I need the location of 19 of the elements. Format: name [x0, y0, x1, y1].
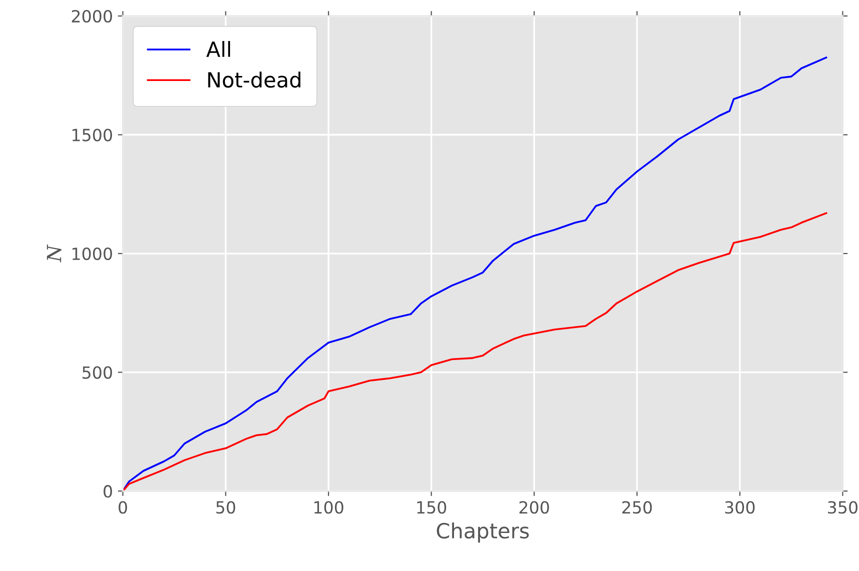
- legend-label: All: [206, 40, 230, 57]
- line-series: [122, 56, 828, 492]
- y-tick-label: 2000: [72, 10, 112, 23]
- x-tick-label: 350: [828, 501, 858, 514]
- y-tick-label: 1500: [72, 128, 112, 142]
- y-tick-label: 1000: [72, 247, 112, 260]
- legend-label: Not-dead: [208, 72, 300, 88]
- x-tick-label: 0: [118, 501, 128, 514]
- line-series: [122, 212, 828, 492]
- y-tick-label: 500: [82, 366, 112, 379]
- x-tick-label: 50: [216, 501, 236, 514]
- x-tick-label: 200: [519, 501, 549, 514]
- y-tick-label: 0: [104, 485, 112, 498]
- x-tick-label: 150: [417, 501, 446, 514]
- x-axis-title: Chapters: [436, 522, 529, 543]
- x-tick-label: 100: [314, 501, 344, 514]
- y-axis-title: N: [46, 244, 62, 262]
- x-tick-label: 250: [622, 501, 652, 514]
- x-tick-label: 300: [725, 501, 755, 514]
